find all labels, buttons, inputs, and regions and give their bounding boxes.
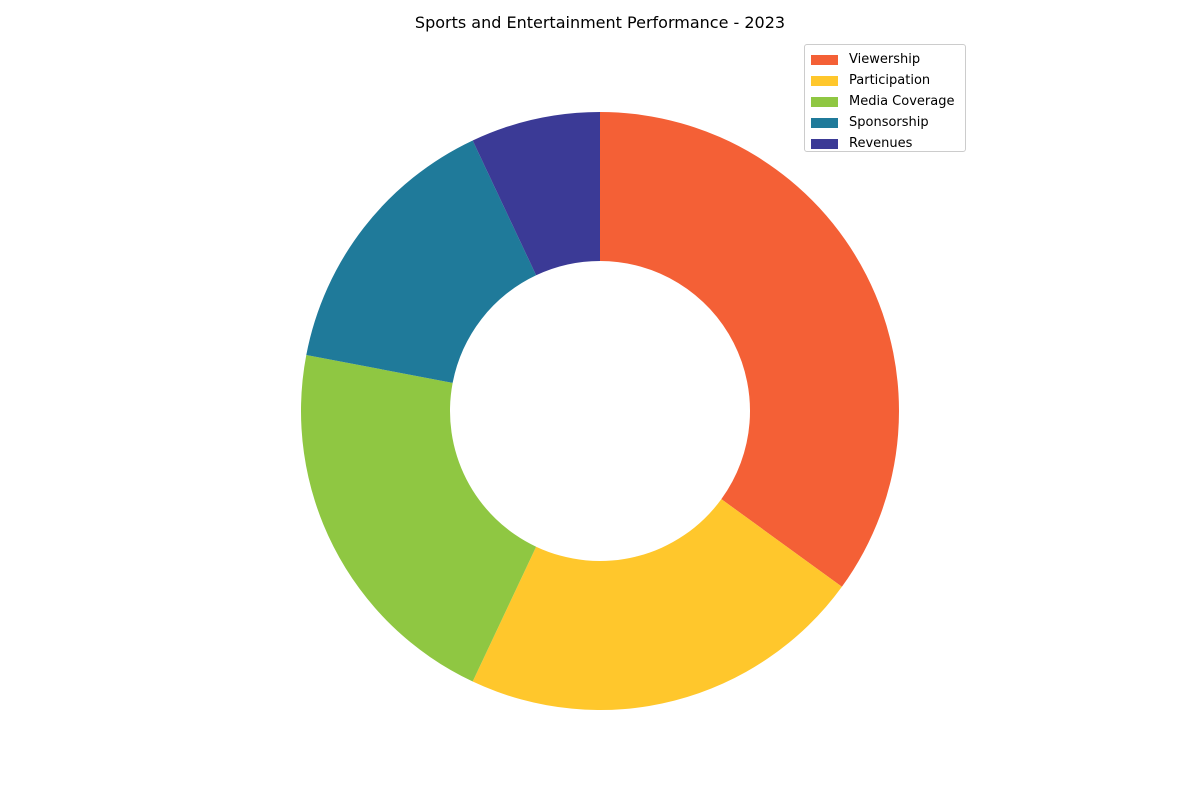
legend-swatch <box>811 138 838 149</box>
legend-swatch <box>811 75 838 86</box>
legend: Viewership Participation Media Coverage Spo… <box>804 44 966 152</box>
legend-label: Sponsorship <box>849 115 929 130</box>
legend-swatch <box>811 117 838 128</box>
legend-label: Viewership <box>849 52 921 67</box>
donut-slices <box>301 112 899 710</box>
legend-item: Participation <box>811 70 959 91</box>
legend-label: Revenues <box>849 136 913 151</box>
legend-swatch <box>811 96 838 107</box>
slice-revenues <box>472 112 600 276</box>
legend-item: Viewership <box>811 49 959 70</box>
legend-label: Participation <box>849 73 931 88</box>
legend-item: Revenues <box>811 133 959 154</box>
chart-title: Sports and Entertainment Performance - 2… <box>414 13 786 32</box>
legend-item: Media Coverage <box>811 91 959 112</box>
slice-viewership <box>600 112 899 587</box>
slice-sponsorship <box>306 140 537 383</box>
legend-swatch <box>811 54 838 65</box>
slice-media-coverage <box>301 354 537 682</box>
legend-item: Sponsorship <box>811 112 959 133</box>
legend-label: Media Coverage <box>849 94 955 109</box>
slice-participation <box>472 499 842 710</box>
